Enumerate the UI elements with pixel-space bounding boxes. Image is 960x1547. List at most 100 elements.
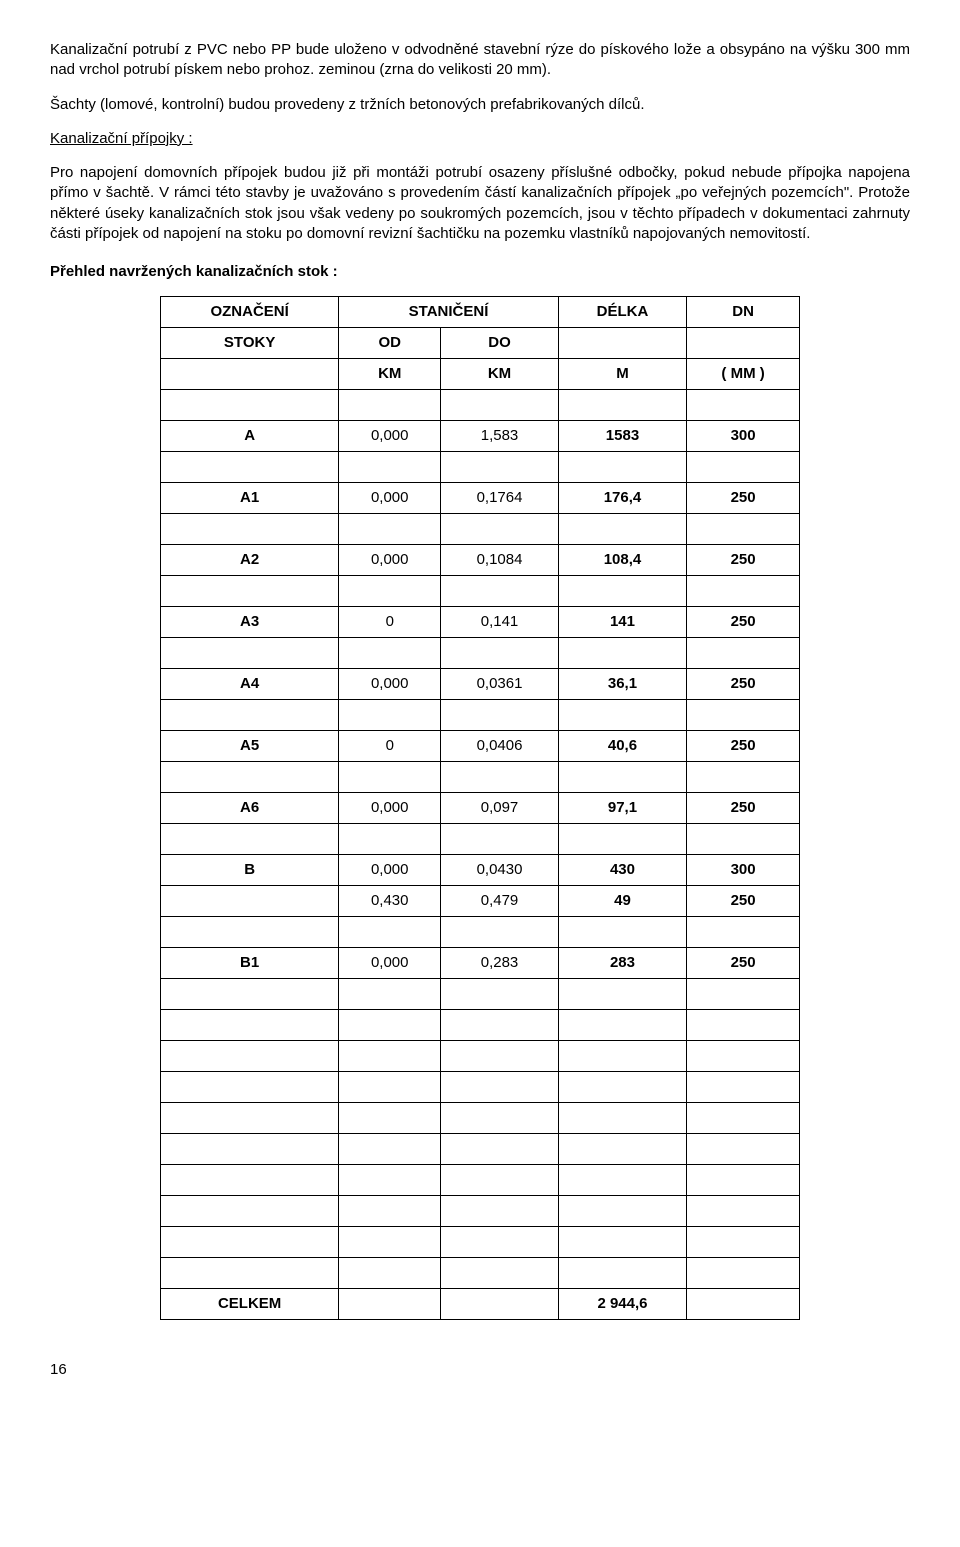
- table-row: [161, 979, 800, 1010]
- table-cell: [161, 979, 339, 1010]
- table-cell: [441, 1165, 559, 1196]
- table-cell: 250: [687, 948, 800, 979]
- th-empty-2: [687, 328, 800, 359]
- table-cell: [441, 576, 559, 607]
- table-cell: [161, 452, 339, 483]
- table-cell: [161, 762, 339, 793]
- total-label: CELKEM: [161, 1289, 339, 1320]
- table-cell: [558, 1103, 686, 1134]
- table-cell: [687, 700, 800, 731]
- table-cell: 0,430: [339, 886, 441, 917]
- table-cell: [687, 1010, 800, 1041]
- table-row: A60,0000,09797,1250: [161, 793, 800, 824]
- table-cell: [339, 576, 441, 607]
- table-row: A500,040640,6250: [161, 731, 800, 762]
- table-row: 0,4300,47949250: [161, 886, 800, 917]
- table-cell: A3: [161, 607, 339, 638]
- table-cell: [339, 1165, 441, 1196]
- total-value: 2 944,6: [558, 1289, 686, 1320]
- table-cell: [441, 1227, 559, 1258]
- table-row: [161, 917, 800, 948]
- th-empty-3: [161, 359, 339, 390]
- table-cell: 0,479: [441, 886, 559, 917]
- table-cell: 250: [687, 483, 800, 514]
- table-cell: [558, 1258, 686, 1289]
- table-cell: [687, 514, 800, 545]
- table-row: B0,0000,0430430300: [161, 855, 800, 886]
- table-cell: 0,1764: [441, 483, 559, 514]
- table-row: [161, 1041, 800, 1072]
- table-cell: [161, 700, 339, 731]
- table-cell: [558, 1041, 686, 1072]
- table-cell: 1583: [558, 421, 686, 452]
- table-row: [161, 700, 800, 731]
- th-od: OD: [339, 328, 441, 359]
- table-cell: A: [161, 421, 339, 452]
- table-cell: [339, 1258, 441, 1289]
- total-empty-2: [441, 1289, 559, 1320]
- table-cell: [441, 638, 559, 669]
- table-cell: 0,0406: [441, 731, 559, 762]
- table-cell: [161, 1196, 339, 1227]
- total-row: CELKEM 2 944,6: [161, 1289, 800, 1320]
- table-cell: 250: [687, 886, 800, 917]
- table-row: A40,0000,036136,1250: [161, 669, 800, 700]
- table-cell: [558, 824, 686, 855]
- table-row: [161, 638, 800, 669]
- table-cell: 0,097: [441, 793, 559, 824]
- table-cell: [339, 824, 441, 855]
- table-cell: [441, 390, 559, 421]
- table-cell: [687, 917, 800, 948]
- table-cell: A6: [161, 793, 339, 824]
- table-cell: [161, 1258, 339, 1289]
- table-cell: [558, 1227, 686, 1258]
- table-cell: [687, 824, 800, 855]
- table-cell: [161, 1227, 339, 1258]
- table-cell: [161, 514, 339, 545]
- header-row-1: OZNAČENÍ STANIČENÍ DÉLKA DN: [161, 297, 800, 328]
- table-cell: [339, 1072, 441, 1103]
- table-cell: [161, 824, 339, 855]
- table-cell: 0,000: [339, 669, 441, 700]
- table-cell: [441, 1103, 559, 1134]
- table-cell: [558, 638, 686, 669]
- table-cell: 0,1084: [441, 545, 559, 576]
- table-cell: [441, 1072, 559, 1103]
- table-cell: 250: [687, 607, 800, 638]
- table-row: A10,0000,1764176,4250: [161, 483, 800, 514]
- th-km-1: KM: [339, 359, 441, 390]
- table-cell: [441, 1010, 559, 1041]
- table-cell: 0: [339, 607, 441, 638]
- table-cell: [687, 576, 800, 607]
- table-cell: [339, 979, 441, 1010]
- table-cell: [339, 700, 441, 731]
- table-cell: [441, 514, 559, 545]
- table-cell: [687, 1165, 800, 1196]
- table-cell: 0,141: [441, 607, 559, 638]
- total-empty-3: [687, 1289, 800, 1320]
- table-cell: [161, 1072, 339, 1103]
- th-stoky: STOKY: [161, 328, 339, 359]
- th-delka: DÉLKA: [558, 297, 686, 328]
- table-cell: [558, 514, 686, 545]
- table-cell: A1: [161, 483, 339, 514]
- table-cell: B: [161, 855, 339, 886]
- table-cell: [687, 638, 800, 669]
- table-cell: [558, 1196, 686, 1227]
- table-cell: [687, 1196, 800, 1227]
- table-row: [161, 1165, 800, 1196]
- table-cell: 250: [687, 793, 800, 824]
- table-cell: 0,0361: [441, 669, 559, 700]
- table-cell: [558, 1134, 686, 1165]
- total-empty-1: [339, 1289, 441, 1320]
- table-cell: [558, 917, 686, 948]
- table-cell: [161, 1103, 339, 1134]
- table-cell: [558, 1165, 686, 1196]
- table-cell: [161, 390, 339, 421]
- table-cell: 141: [558, 607, 686, 638]
- stoky-table: OZNAČENÍ STANIČENÍ DÉLKA DN STOKY OD DO …: [160, 296, 800, 1320]
- th-dn: DN: [687, 297, 800, 328]
- table-row: [161, 1258, 800, 1289]
- table-row: [161, 390, 800, 421]
- table-cell: [687, 1072, 800, 1103]
